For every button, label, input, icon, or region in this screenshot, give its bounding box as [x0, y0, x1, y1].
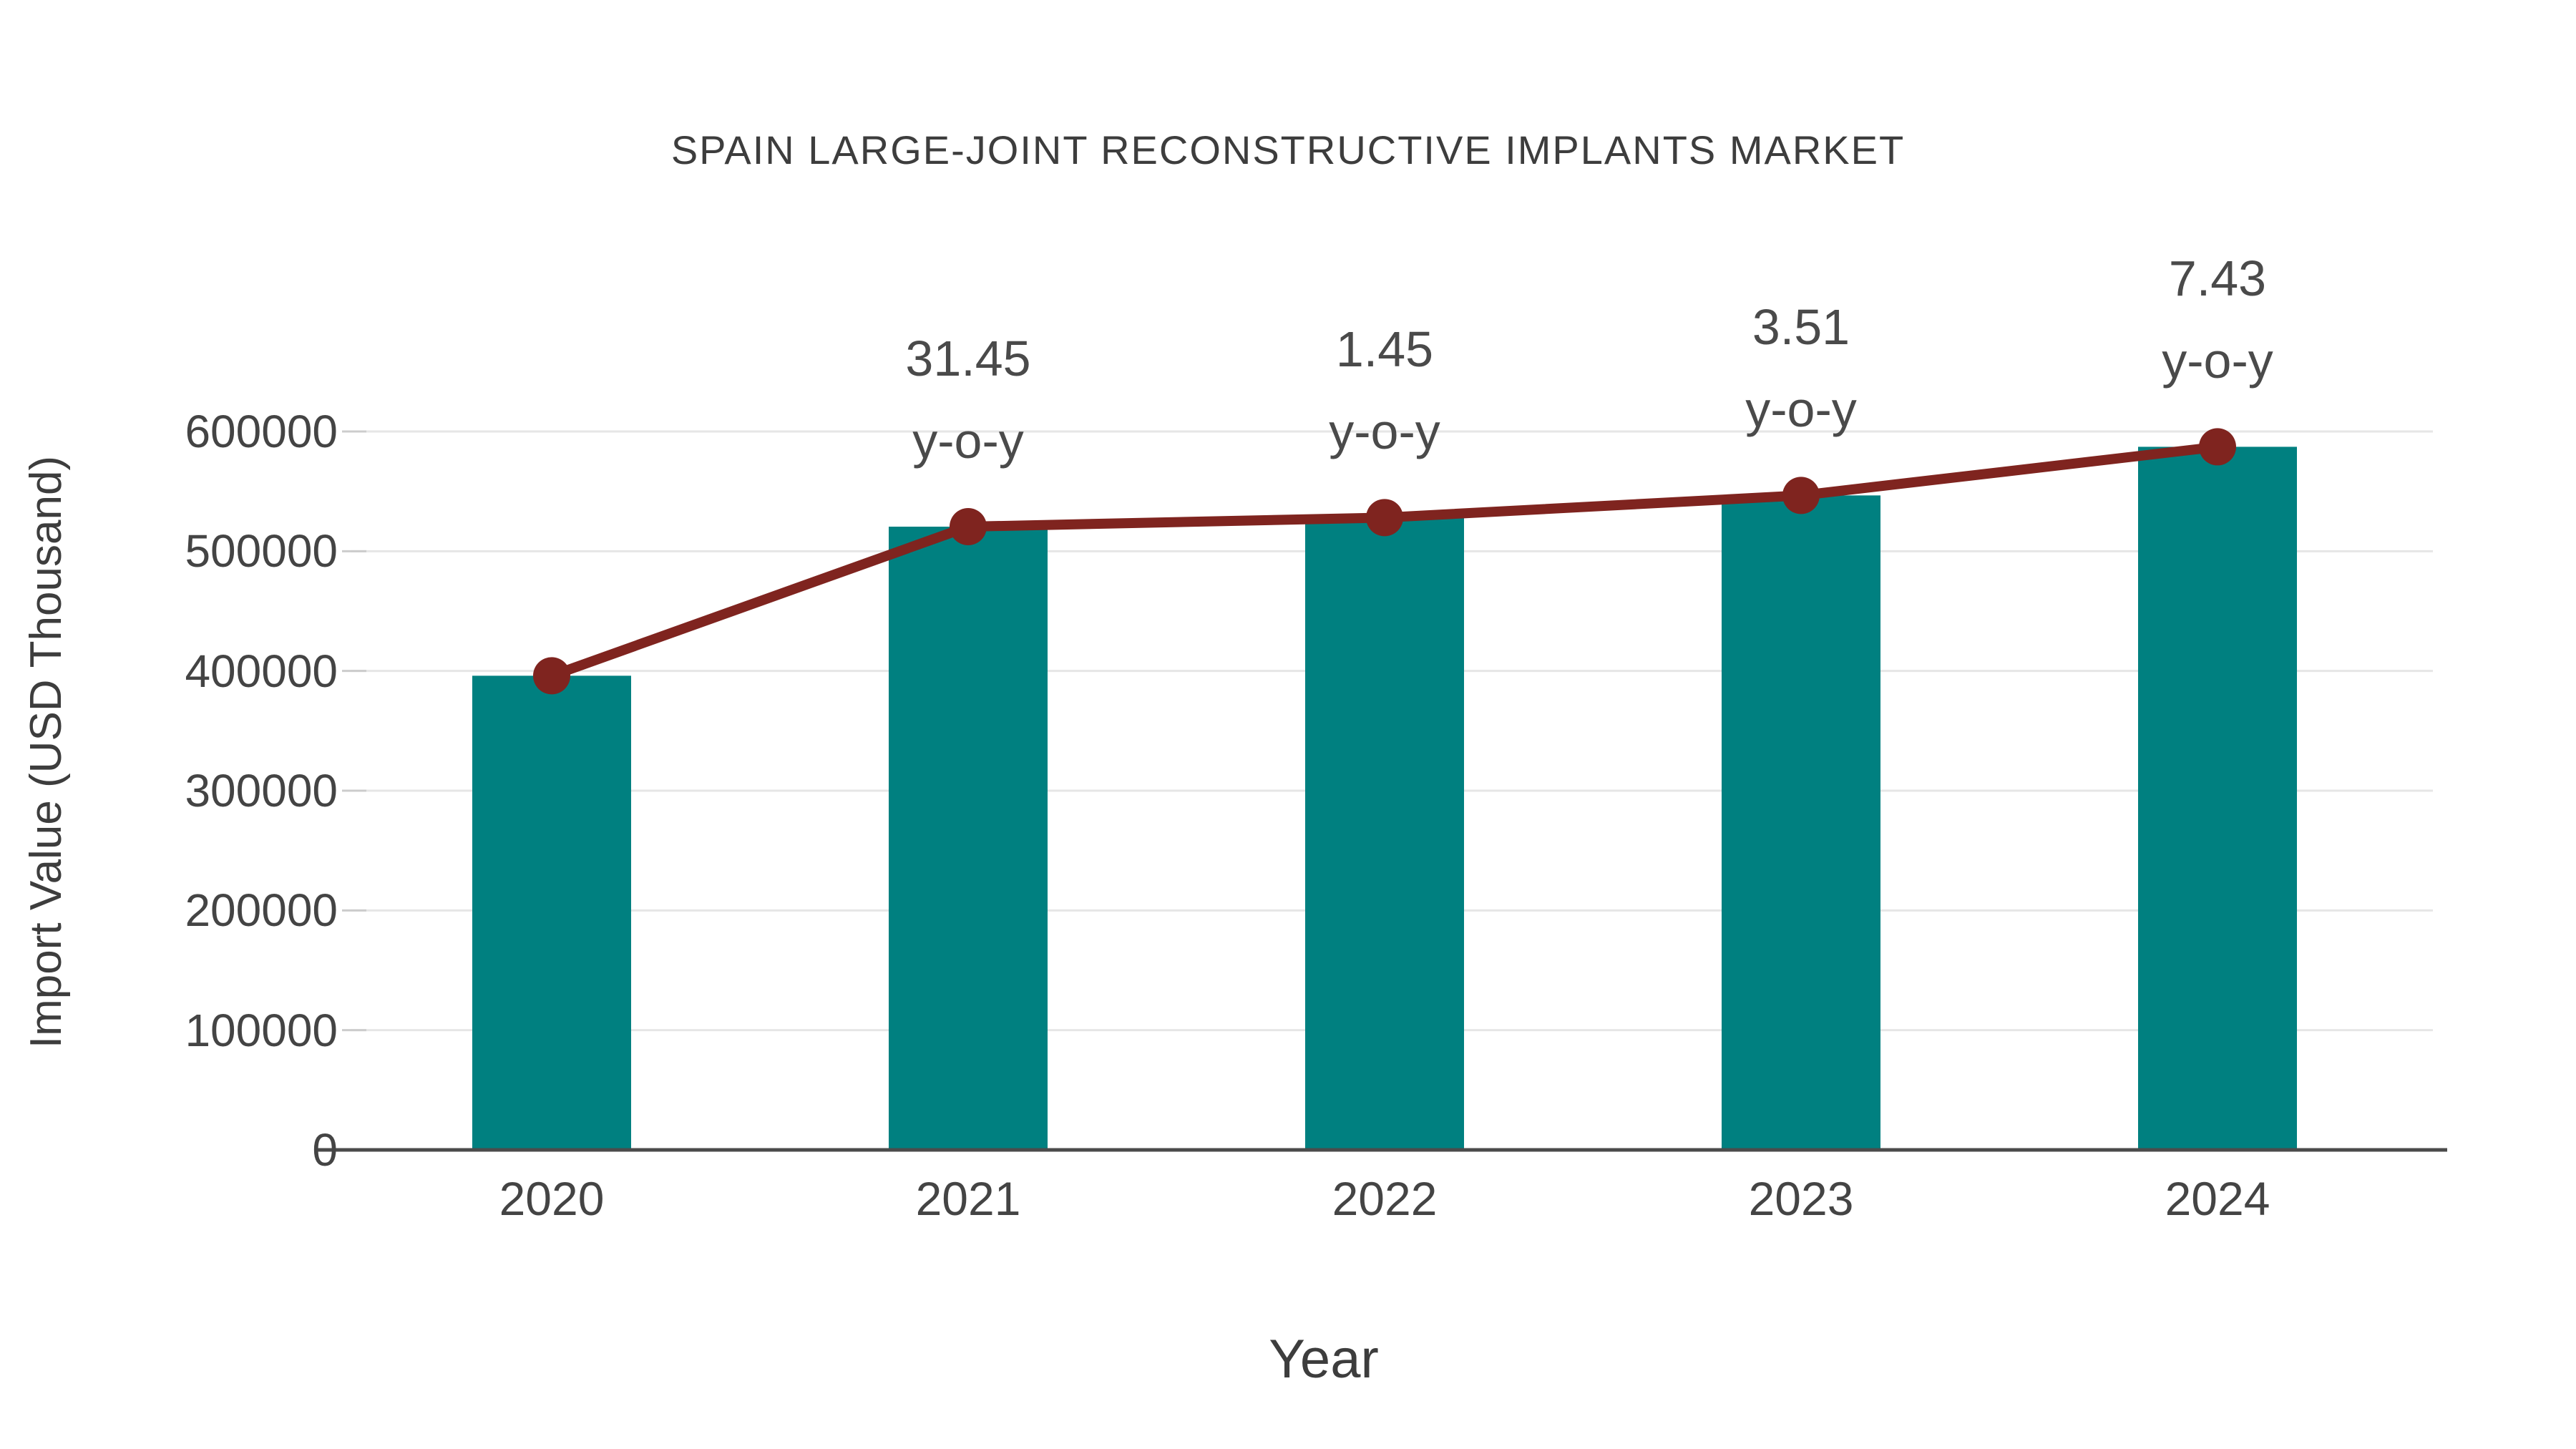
bar-2023 [1722, 495, 1880, 1150]
annotation-value-2021: 31.45 [905, 331, 1031, 387]
y-tick-label-300000: 300000 [185, 765, 338, 816]
chart-title: SPAIN LARGE-JOINT RECONSTRUCTIVE IMPLANT… [670, 127, 1906, 172]
y-tick-label-600000: 600000 [185, 406, 338, 457]
annotation-2023: 3.51 y-o-y [1622, 286, 1980, 451]
trend-marker-2023 [1782, 477, 1820, 514]
bar-2022 [1305, 517, 1464, 1150]
bar-2021 [889, 527, 1048, 1150]
annotation-value-2023: 3.51 [1752, 299, 1850, 356]
trend-marker-2022 [1366, 499, 1403, 537]
x-axis-title: Year [1269, 1329, 1379, 1390]
y-tick-label-500000: 500000 [185, 525, 338, 577]
y-tick-label-0: 0 [312, 1124, 338, 1176]
annotation-suffix-2021: y-o-y [912, 413, 1024, 469]
annotation-2024: 7.43 y-o-y [2039, 238, 2396, 402]
annotation-2022: 1.45 y-o-y [1206, 308, 1563, 473]
x-tick-label-2022: 2022 [1332, 1172, 1438, 1225]
x-tick-label-2024: 2024 [2165, 1172, 2270, 1225]
x-tick-label-2021: 2021 [915, 1172, 1021, 1225]
annotation-2021: 31.45 y-o-y [789, 318, 1147, 482]
annotation-value-2022: 1.45 [1335, 321, 1434, 378]
y-tick-label-400000: 400000 [185, 645, 338, 697]
bar-2020 [472, 675, 631, 1150]
annotation-suffix-2024: y-o-y [2162, 333, 2273, 389]
trend-marker-2020 [533, 657, 570, 695]
trend-marker-2024 [2199, 428, 2236, 466]
annotation-value-2024: 7.43 [2168, 250, 2267, 307]
annotation-suffix-2023: y-o-y [1745, 381, 1857, 438]
trend-marker-2021 [950, 508, 987, 546]
annotation-suffix-2022: y-o-y [1329, 404, 1440, 460]
y-tick-label-200000: 200000 [185, 884, 338, 937]
x-tick-label-2020: 2020 [499, 1172, 605, 1225]
y-tick-label-100000: 100000 [185, 1004, 338, 1056]
x-tick-label-2023: 2023 [1748, 1172, 1854, 1225]
bar-2024 [2138, 447, 2297, 1150]
